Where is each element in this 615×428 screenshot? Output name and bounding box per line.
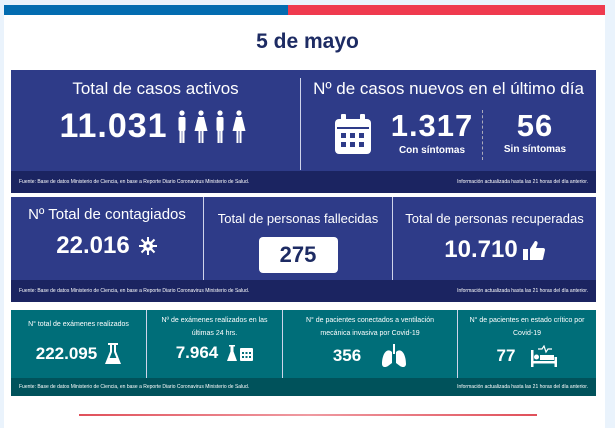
divider <box>457 310 458 378</box>
symptomatic-value: 1.317 <box>390 108 474 143</box>
page-title: 5 de mayo <box>256 30 359 53</box>
panel-totals: Nº Total de contagiados 22.016 Total de … <box>11 197 596 302</box>
total-deceased: Total de personas fallecidas 275 <box>204 211 392 273</box>
divider <box>146 310 147 378</box>
new-cases-label: Nº de casos nuevos en el último día <box>313 79 584 98</box>
asymptomatic-value: 56 <box>516 108 554 143</box>
panel-footer: Fuente: Base de datos Ministerio de Cien… <box>11 280 596 302</box>
total-recovered: Total de personas recuperadas 10.710 <box>393 211 596 264</box>
calendar-icon <box>335 114 371 154</box>
divider <box>392 197 393 280</box>
divider <box>203 197 204 280</box>
deceased-value: 275 <box>258 237 338 273</box>
update-note: Información actualizada hasta las 21 hor… <box>457 179 588 185</box>
tests-24h-value: 7.964 <box>175 343 219 362</box>
active-cases: Total de casos activos 11.031 <box>11 79 300 146</box>
update-note: Información actualizada hasta las 21 hor… <box>457 288 588 294</box>
hospital-bed-icon <box>531 345 558 367</box>
active-cases-label: Total de casos activos <box>72 79 239 98</box>
panel-footer: Fuente: Base de datos Ministerio de Cien… <box>11 378 596 396</box>
ventilator-label: N° de pacientes conectados a ventilación… <box>305 317 435 337</box>
source-note: Fuente: Base de datos Ministerio de Cien… <box>19 384 250 390</box>
total-infected: Nº Total de contagiados 22.016 <box>11 206 203 260</box>
source-note: Fuente: Base de datos Ministerio de Cien… <box>19 288 250 294</box>
critical-value: 77 <box>496 346 516 365</box>
infected-label: Nº Total de contagiados <box>28 206 186 223</box>
active-cases-value: 11.031 <box>59 107 168 145</box>
divider-line <box>79 414 537 416</box>
panel-tests: N° total de exámenes realizados 222.095 … <box>11 310 596 396</box>
new-cases-asymptomatic: 56 Sin síntomas <box>489 108 581 155</box>
flask-calendar-icon <box>226 345 254 361</box>
recovered-label: Total de personas recuperadas <box>405 211 584 226</box>
total-tests-label: N° total de exámenes realizados <box>28 321 129 328</box>
panel-cases: Total de casos activos 11.031 Nº de caso… <box>11 70 596 193</box>
total-tests: N° total de exámenes realizados 222.095 <box>11 318 146 365</box>
update-note: Información actualizada hasta las 21 hor… <box>457 384 588 390</box>
flask-icon <box>105 343 122 365</box>
total-tests-value: 222.095 <box>35 344 98 363</box>
asymptomatic-label: Sin síntomas <box>503 144 567 155</box>
divider <box>282 310 283 378</box>
thumbs-up-icon <box>522 240 545 260</box>
lungs-icon <box>381 344 407 368</box>
new-cases: Nº de casos nuevos en el último día <box>301 79 596 99</box>
virus-icon <box>138 236 158 256</box>
new-cases-symptomatic: 1.317 Con síntomas <box>386 108 478 156</box>
tests-24h: Nº de exámenes realizados en las últimas… <box>147 314 282 363</box>
people-icon <box>176 109 252 144</box>
ventilator-patients: N° de pacientes conectados a ventilación… <box>283 314 457 368</box>
critical-label: N° de pacientes en estado crítico por Co… <box>469 317 585 337</box>
panel-footer: Fuente: Base de datos Ministerio de Cien… <box>11 171 596 193</box>
deceased-label: Total de personas fallecidas <box>217 211 379 226</box>
source-note: Fuente: Base de datos Ministerio de Cien… <box>19 179 250 185</box>
recovered-value: 10.710 <box>444 236 518 263</box>
infected-value: 22.016 <box>56 232 130 259</box>
symptomatic-label: Con síntomas <box>398 145 466 156</box>
divider <box>300 78 301 170</box>
critical-patients: N° de pacientes en estado crítico por Co… <box>458 314 596 367</box>
flag-bar-blue <box>4 5 288 15</box>
tests-24h-label: Nº de exámenes realizados en las últimas… <box>161 317 268 337</box>
divider <box>482 110 483 160</box>
flag-bar-red <box>288 5 605 15</box>
ventilator-value: 356 <box>332 346 362 365</box>
